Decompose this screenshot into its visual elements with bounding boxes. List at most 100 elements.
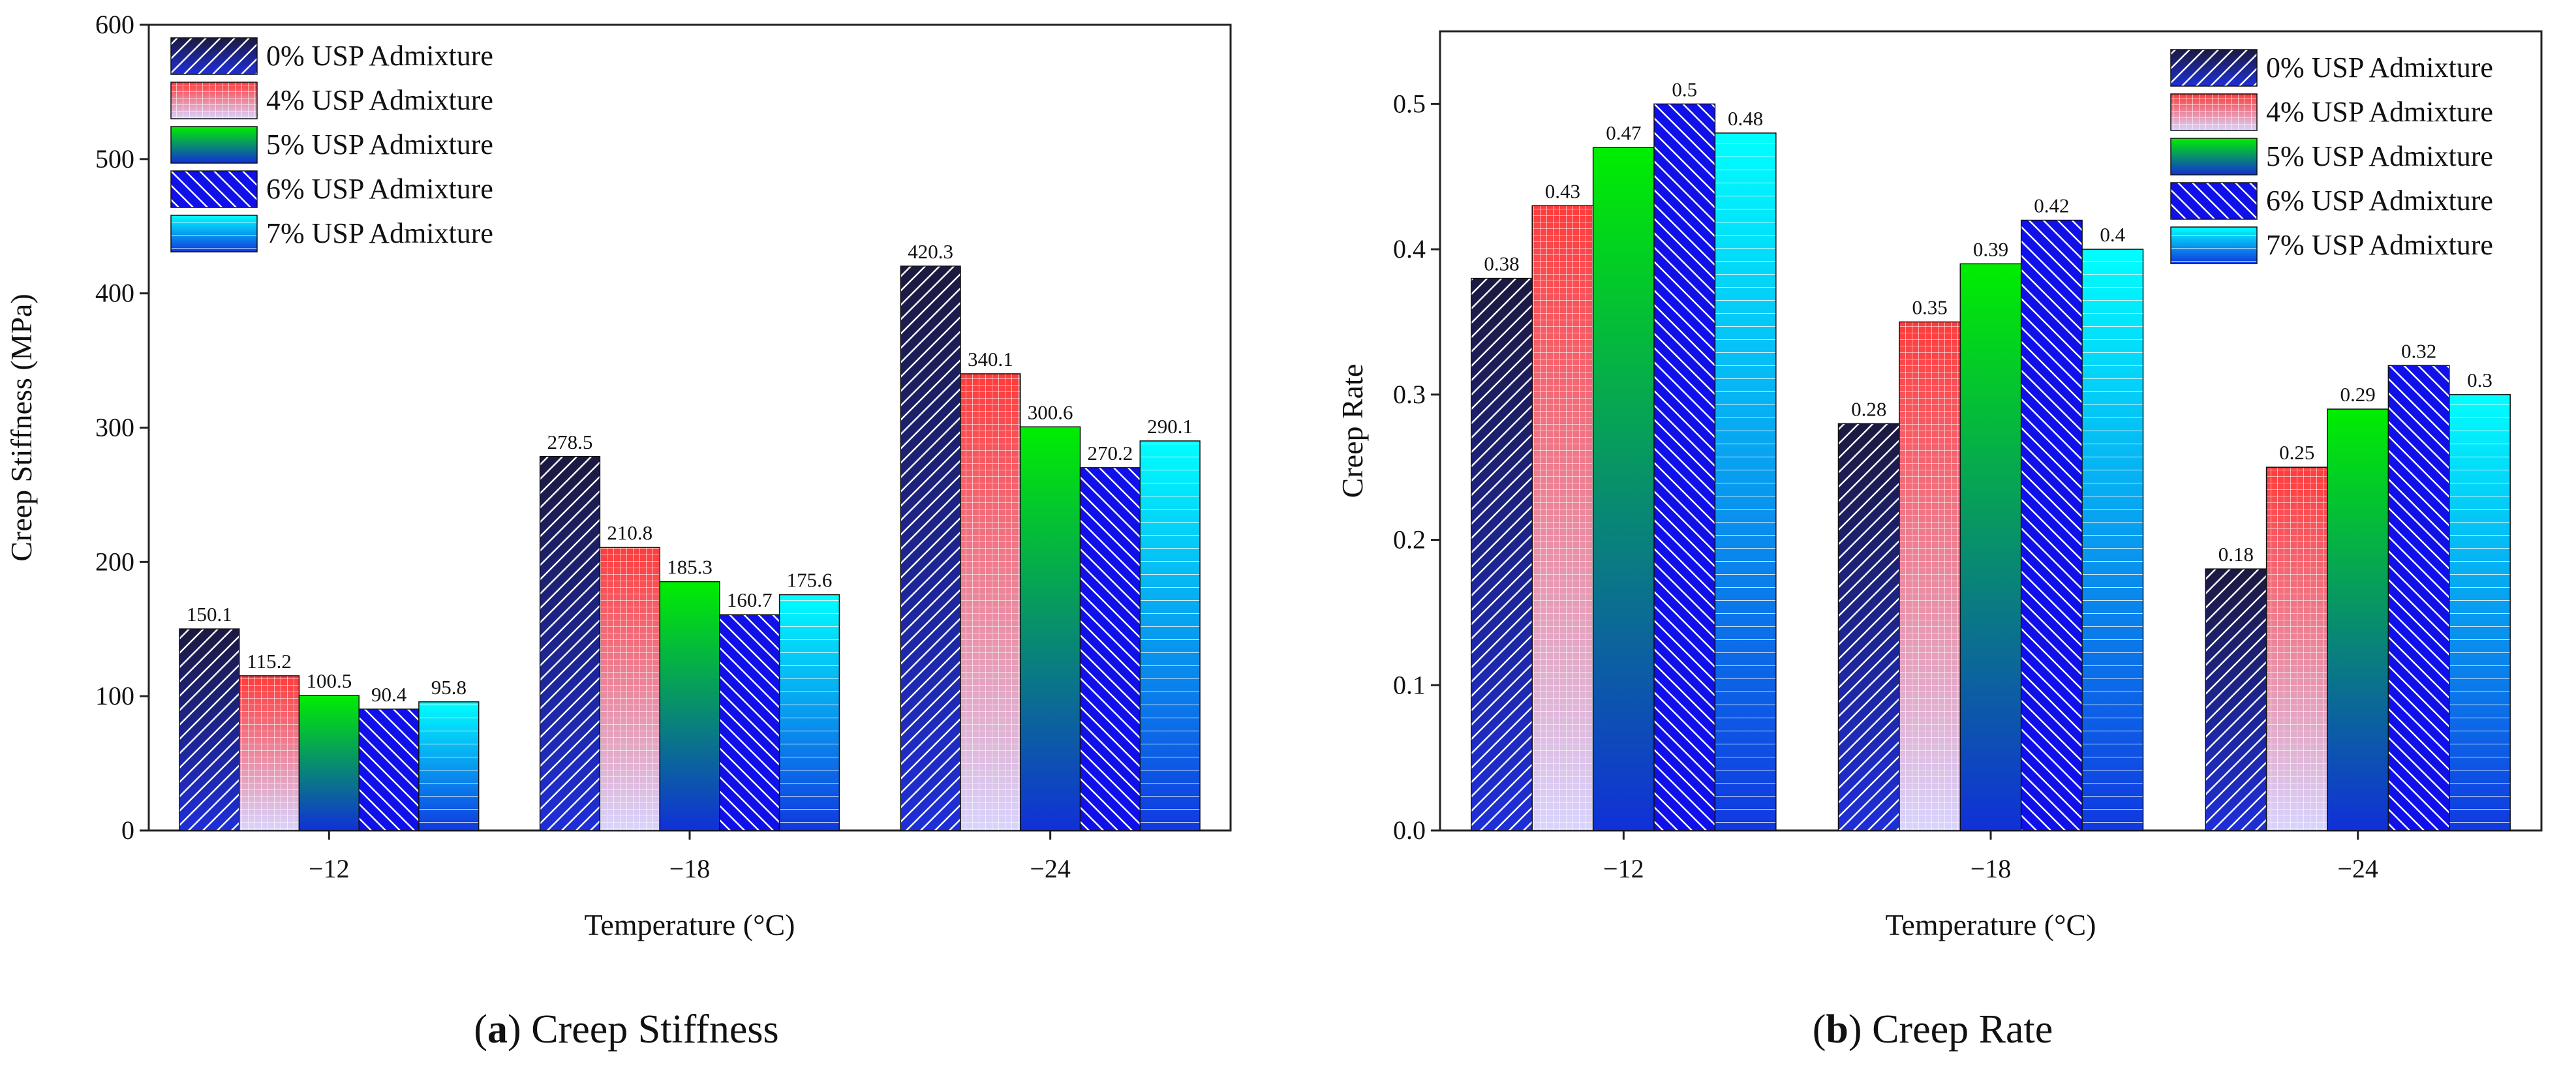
bar-fill bbox=[1960, 264, 2021, 830]
bar-pattern bbox=[900, 266, 961, 830]
bar-stiffness bbox=[1139, 440, 1201, 831]
bar-pattern bbox=[2021, 220, 2083, 831]
bar-outline bbox=[778, 594, 840, 831]
data-label: 95.8 bbox=[431, 676, 467, 699]
bar-stiffness bbox=[358, 708, 420, 831]
legend-swatch-outline bbox=[170, 215, 258, 252]
legend-label: 0% USP Admixture bbox=[266, 40, 493, 72]
bar-pattern bbox=[2205, 569, 2267, 830]
x-tick-label: −12 bbox=[1603, 854, 1644, 883]
bar-pattern bbox=[1532, 206, 1593, 831]
bar-outline bbox=[418, 701, 480, 831]
data-label: 210.8 bbox=[607, 521, 652, 544]
bar-pattern bbox=[418, 701, 479, 830]
data-label: 0.43 bbox=[1545, 179, 1580, 202]
data-label: 115.2 bbox=[247, 650, 292, 673]
bar-pattern bbox=[359, 708, 419, 830]
bar-pattern bbox=[960, 373, 1020, 830]
legend-swatch-pattern bbox=[171, 38, 257, 74]
data-label: 300.6 bbox=[1028, 401, 1073, 423]
bar-outline bbox=[2081, 249, 2144, 831]
legend-swatch-pattern bbox=[2171, 183, 2257, 219]
bar-pattern bbox=[1715, 132, 1776, 831]
bar-pattern bbox=[2449, 394, 2511, 830]
data-label: 270.2 bbox=[1088, 442, 1133, 464]
bar-stiffness bbox=[900, 266, 961, 831]
y-tick-label: 0.1 bbox=[1393, 670, 1426, 699]
bar-rate bbox=[1899, 321, 1961, 831]
data-label: 175.6 bbox=[787, 569, 833, 592]
x-tick-label: −12 bbox=[309, 854, 350, 883]
legend-label: 4% USP Admixture bbox=[266, 84, 493, 116]
legend-swatch-outline bbox=[2170, 93, 2258, 131]
y-axis-title: Creep Rate bbox=[1336, 364, 1369, 498]
data-label: 0.28 bbox=[1851, 397, 1886, 420]
legend-label: 6% USP Admixture bbox=[2266, 185, 2493, 217]
x-tick-label: −24 bbox=[2337, 854, 2378, 883]
bar-rate bbox=[1531, 205, 1594, 831]
bar-stiffness bbox=[1020, 426, 1081, 831]
legend-swatch-pattern bbox=[2171, 50, 2257, 86]
y-axis-title: Creep Stiffness (MPa) bbox=[5, 294, 38, 562]
data-label: 185.3 bbox=[667, 556, 713, 579]
data-label: 340.1 bbox=[968, 348, 1013, 371]
legend-swatch-outline bbox=[170, 126, 258, 164]
y-tick-label: 0.5 bbox=[1393, 89, 1426, 118]
bar-pattern bbox=[1899, 322, 1961, 830]
bar-stiffness bbox=[719, 614, 780, 831]
legend-label: 6% USP Admixture bbox=[266, 173, 493, 205]
legend-swatch-pattern bbox=[2171, 94, 2257, 130]
bar-rate bbox=[2449, 394, 2511, 831]
data-label: 0.18 bbox=[2218, 543, 2254, 566]
legend-swatch-outline bbox=[170, 37, 258, 75]
bar-rate bbox=[2020, 219, 2083, 831]
bar-rate bbox=[2081, 249, 2144, 831]
bar-pattern bbox=[540, 456, 600, 830]
legend: 0% USP Admixture 4% USP Admixture 5% USP A… bbox=[170, 37, 493, 252]
bar-fill bbox=[1020, 427, 1081, 830]
data-label: 290.1 bbox=[1147, 415, 1193, 438]
legend-label: 7% USP Admixture bbox=[266, 217, 493, 249]
bar-pattern bbox=[1140, 440, 1201, 830]
bar-fill bbox=[2327, 409, 2389, 830]
x-tick-label: −24 bbox=[1030, 854, 1071, 883]
bar-pattern bbox=[239, 675, 299, 830]
data-label: 160.7 bbox=[727, 588, 773, 611]
x-tick-label: −18 bbox=[1970, 854, 2012, 883]
bar-rate bbox=[1837, 423, 1900, 831]
bar-pattern bbox=[2266, 467, 2327, 830]
data-label: 0.35 bbox=[1912, 296, 1947, 318]
data-label: 278.5 bbox=[547, 431, 593, 453]
caption-b-text: Creep Rate bbox=[1872, 1007, 2053, 1052]
legend-swatch-pattern bbox=[171, 82, 257, 119]
y-tick-label: 300 bbox=[95, 413, 134, 442]
caption-a-text: Creep Stiffness bbox=[531, 1007, 778, 1052]
bar-rate bbox=[2327, 408, 2389, 831]
bar-pattern bbox=[1654, 104, 1715, 830]
y-tick-label: 600 bbox=[95, 10, 134, 39]
legend: 0% USP Admixture 4% USP Admixture 5% USP A… bbox=[2170, 49, 2493, 264]
bar-rate bbox=[1714, 132, 1777, 831]
legend-swatch-outline bbox=[170, 170, 258, 208]
y-tick-label: 0.0 bbox=[1393, 815, 1426, 845]
legend-swatch-outline bbox=[2170, 182, 2258, 220]
y-tick-label: 400 bbox=[95, 279, 134, 308]
data-label: 0.3 bbox=[2467, 369, 2492, 391]
legend-label: 0% USP Admixture bbox=[2266, 52, 2493, 84]
legend-swatch bbox=[2171, 138, 2257, 175]
data-label: 0.39 bbox=[1973, 237, 2008, 260]
data-label: 90.4 bbox=[371, 683, 407, 706]
data-label: 0.42 bbox=[2034, 194, 2069, 217]
bar-pattern bbox=[719, 615, 780, 830]
bar-pattern bbox=[1471, 278, 1533, 830]
data-label: 420.3 bbox=[908, 240, 953, 263]
legend-label: 7% USP Admixture bbox=[2266, 229, 2493, 261]
y-tick-label: 100 bbox=[95, 681, 134, 710]
legend-label: 5% USP Admixture bbox=[266, 129, 493, 160]
data-label: 0.32 bbox=[2401, 339, 2436, 362]
bar-pattern bbox=[779, 594, 840, 830]
bar-stiffness bbox=[778, 594, 840, 831]
x-tick-label: −18 bbox=[669, 854, 711, 883]
data-label: 0.29 bbox=[2340, 383, 2376, 406]
